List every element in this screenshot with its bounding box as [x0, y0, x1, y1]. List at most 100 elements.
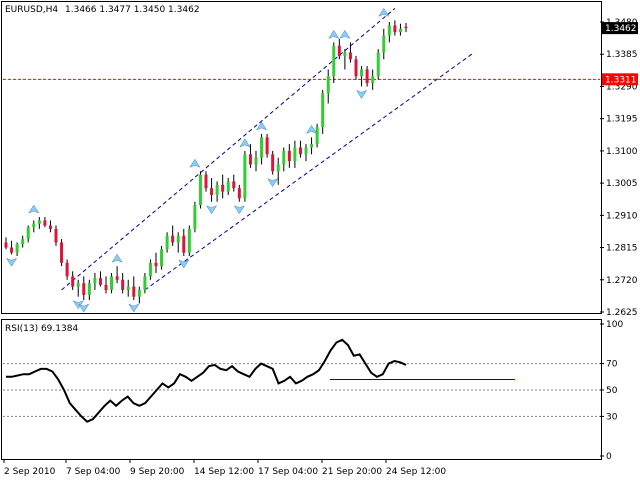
support-price-badge [602, 73, 638, 86]
candle-body [32, 223, 36, 228]
candle-body [398, 28, 402, 33]
price-channel [61, 8, 475, 291]
candle-body [93, 278, 97, 284]
fractal-up-arrow-icon [255, 121, 268, 131]
candle-body [354, 59, 358, 77]
candle-body [82, 283, 86, 296]
candle-body [104, 284, 108, 290]
current-price-badge [602, 22, 638, 35]
fractal-up-arrow-icon [189, 158, 201, 168]
fractal-down-arrow-icon [78, 303, 90, 313]
candle-body [210, 188, 214, 195]
rsi-tick-label: 30 [606, 412, 618, 422]
candle-body [126, 286, 130, 290]
candle-body [326, 76, 330, 94]
candle-body [76, 283, 80, 287]
candle-body [54, 228, 58, 243]
fractal-up-arrow-icon [28, 204, 40, 214]
candle-body [282, 150, 286, 165]
time-axis: 2 Sep 2010 7 Sep 04:00 9 Sep 20:00 14 Sep 1… [3, 459, 446, 477]
candle-body [15, 244, 19, 253]
rsi-label: RSI(13) 69.1384 [5, 324, 78, 334]
candle-body [271, 154, 275, 172]
fractal-down-arrow-icon [233, 205, 245, 215]
price-tick-label: 1.2720 [606, 276, 638, 286]
candle-body [60, 242, 64, 263]
candle-body [376, 52, 380, 77]
candle-body [226, 181, 230, 192]
price-axis: 1.34801.33851.32901.31951.31001.30051.29… [600, 18, 638, 318]
candle-body [10, 247, 14, 253]
fractal-up-arrow-icon [378, 7, 390, 17]
candle-body [315, 127, 319, 145]
candle-body [304, 147, 308, 155]
candle-body [143, 276, 147, 290]
candle-body [232, 181, 236, 189]
fractal-down-arrow-icon [178, 259, 190, 269]
candle-body [198, 174, 202, 206]
candle-body [387, 25, 391, 36]
fractal-down-arrow-icon [205, 205, 218, 215]
candle-body [98, 278, 102, 285]
rsi-tick-label: 100 [606, 320, 623, 330]
fractal-down-arrow-icon [355, 89, 368, 99]
candle-body [137, 289, 141, 297]
candle-body [343, 52, 347, 56]
candle-body [26, 227, 30, 240]
candle-body [332, 45, 336, 77]
time-tick-label: 9 Sep 20:00 [130, 467, 185, 477]
price-tick-label: 1.3195 [606, 115, 638, 125]
candle-body [4, 242, 8, 248]
fractal-down-arrow-icon [5, 257, 18, 267]
rsi-line [6, 338, 407, 423]
price-tick-label: 1.2625 [606, 308, 638, 318]
candle-body [110, 276, 114, 290]
candle-body [293, 147, 297, 162]
fractal-up-arrow-icon [239, 138, 251, 148]
price-tick-label: 1.2815 [606, 244, 638, 254]
fractal-down-arrow-icon [128, 303, 140, 313]
candle-body [298, 147, 302, 155]
candlestick-series [4, 20, 408, 304]
candle-body [371, 76, 375, 84]
rsi-tick-label: 50 [606, 386, 618, 396]
candle-body [237, 188, 241, 199]
price-tick-label: 1.3100 [606, 147, 638, 157]
current-price-label: 1.3462 [605, 24, 637, 34]
candle-body [65, 262, 69, 277]
fractal-up-arrow-icon [111, 253, 123, 263]
rsi-tick-label: 0 [606, 452, 612, 462]
channel-upper-line [61, 8, 396, 291]
candle-body [154, 262, 158, 267]
candle-body [382, 35, 386, 53]
time-tick-label: 7 Sep 04:00 [66, 467, 121, 477]
candle-body [265, 137, 269, 155]
candle-body [71, 276, 75, 287]
candle-body [337, 45, 341, 56]
time-tick-label: 17 Sep 04:00 [258, 467, 318, 477]
candle-body [87, 283, 91, 296]
candle-body [221, 184, 225, 192]
candle-body [148, 262, 152, 277]
candle-body [43, 220, 47, 226]
candle-body [287, 150, 291, 162]
rsi-tick-label: 70 [606, 360, 618, 370]
rsi-level-lines [3, 363, 600, 417]
support-price-label: 1.3311 [605, 75, 637, 85]
candle-body [404, 26, 408, 29]
candle-body [48, 225, 52, 229]
candle-body [193, 205, 197, 229]
ohlc-label: 1.3466 1.3477 1.3450 1.3462 [65, 5, 200, 15]
fractal-up-arrow-icon [328, 29, 340, 39]
symbol-label: EURUSD,H4 [5, 5, 58, 15]
price-tick-label: 1.3005 [606, 179, 638, 189]
time-tick-label: 21 Sep 20:00 [322, 467, 382, 477]
price-tick-label: 1.3385 [606, 50, 638, 60]
candle-body [21, 239, 25, 245]
candle-body [37, 220, 41, 224]
candle-body [115, 276, 119, 280]
candle-body [204, 174, 208, 189]
candle-body [310, 144, 314, 148]
candle-body [260, 137, 264, 158]
